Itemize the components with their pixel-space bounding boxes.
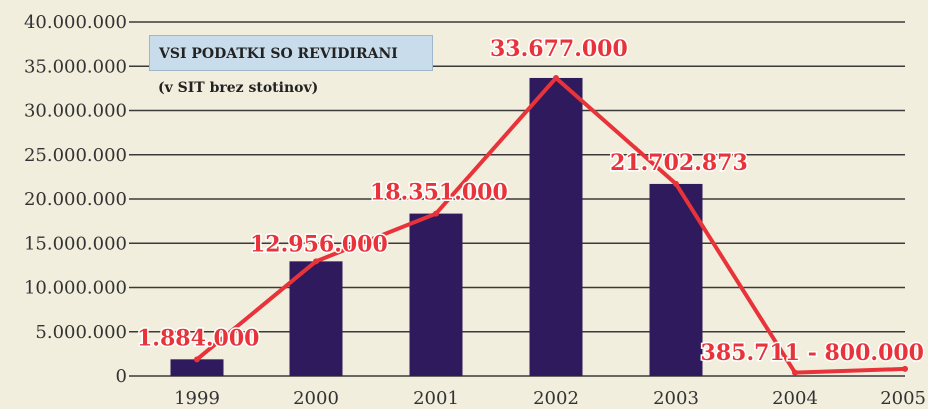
- x-tick-label: 2000: [293, 388, 339, 409]
- x-tick-label: 2005: [880, 388, 926, 409]
- bar-2000: [289, 261, 343, 376]
- y-tick-label: 35.000.000: [24, 56, 127, 77]
- data-label: 12.956.000: [250, 231, 388, 257]
- data-label: 21.702.873: [610, 150, 748, 176]
- data-label: 1.884.000: [137, 325, 259, 351]
- data-label: 385.711 - 800.000: [701, 340, 924, 366]
- y-tick-label: 15.000.000: [24, 233, 127, 254]
- line-point-2001: [433, 210, 439, 217]
- x-tick-label: 2004: [772, 388, 818, 409]
- line-point-2003: [673, 180, 679, 187]
- notice-box: VSI PODATKI SO REVIDIRANI: [149, 35, 433, 71]
- x-tick-label: 1999: [174, 388, 220, 409]
- y-tick-label: 0: [116, 366, 127, 387]
- bar-2001: [409, 213, 463, 376]
- line-point-2000: [313, 258, 319, 265]
- y-tick-label: 10.000.000: [24, 278, 127, 299]
- line-point-2004: [792, 369, 798, 376]
- bar-2002: [529, 77, 583, 376]
- y-tick-label: 30.000.000: [24, 101, 127, 122]
- y-tick-label: 5.000.000: [35, 322, 127, 343]
- line-point-2002: [553, 74, 559, 81]
- data-label: 18.351.000: [370, 180, 508, 206]
- y-tick-label: 20.000.000: [24, 189, 127, 210]
- notice-title: VSI PODATKI SO REVIDIRANI: [159, 46, 398, 62]
- y-tick-label: 40.000.000: [24, 12, 127, 33]
- notice-subtitle: (v SIT brez stotinov): [158, 80, 319, 96]
- line-point-1999: [194, 356, 200, 363]
- x-tick-label: 2001: [413, 388, 459, 409]
- y-tick-label: 25.000.000: [24, 145, 127, 166]
- bar-2003: [649, 183, 703, 376]
- line-point-2005: [902, 365, 908, 372]
- x-tick-label: 2002: [533, 388, 579, 409]
- data-label: 33.677.000: [490, 36, 628, 62]
- x-tick-label: 2003: [653, 388, 699, 409]
- bar-1999: [170, 359, 224, 376]
